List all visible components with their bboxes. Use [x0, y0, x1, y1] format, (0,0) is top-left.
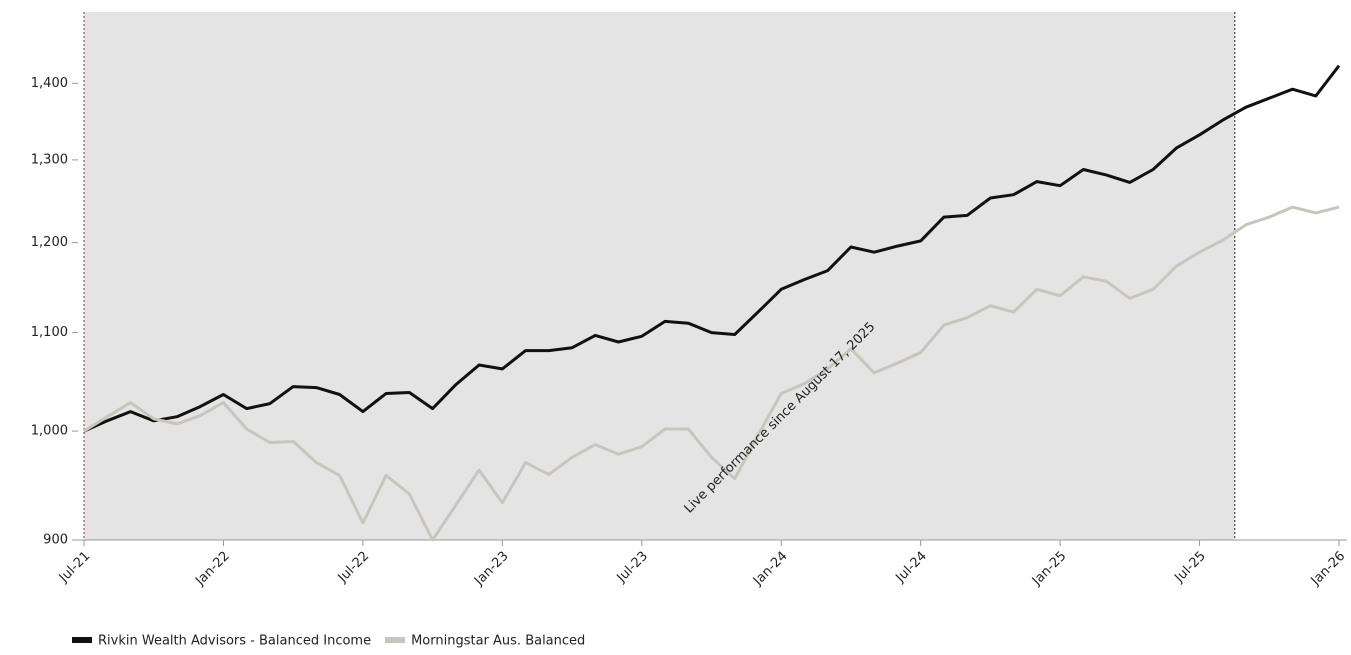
- x-tick-label: Jul-24: [893, 549, 930, 586]
- x-tick-label: Jul-25: [1171, 549, 1208, 586]
- live-region: [84, 12, 1235, 540]
- x-tick-label: Jul-21: [56, 549, 93, 586]
- y-tick-label: 900: [43, 533, 68, 548]
- legend-swatch: [72, 637, 92, 643]
- x-tick-label: Jan-25: [1029, 549, 1070, 590]
- series-line: [83, 205, 1340, 542]
- legend-label: Rivkin Wealth Advisors - Balanced Income: [98, 634, 371, 649]
- x-tick-label: Jan-24: [750, 549, 791, 590]
- y-tick-label: 1,100: [31, 325, 68, 340]
- x-tick-label: Jul-22: [335, 549, 372, 586]
- y-tick-label: 1,400: [31, 76, 68, 91]
- series-line: [83, 64, 1341, 433]
- y-tick-label: 1,300: [31, 152, 68, 167]
- legend-label: Morningstar Aus. Balanced: [411, 634, 585, 649]
- y-tick-label: 1,000: [31, 424, 68, 439]
- x-tick-label: Jan-22: [192, 549, 233, 590]
- legend-swatch: [385, 637, 406, 643]
- y-tick-label: 1,200: [31, 235, 68, 250]
- x-tick-label: Jan-26: [1308, 549, 1349, 590]
- x-tick-label: Jan-23: [471, 549, 512, 590]
- x-tick-label: Jul-23: [614, 549, 651, 586]
